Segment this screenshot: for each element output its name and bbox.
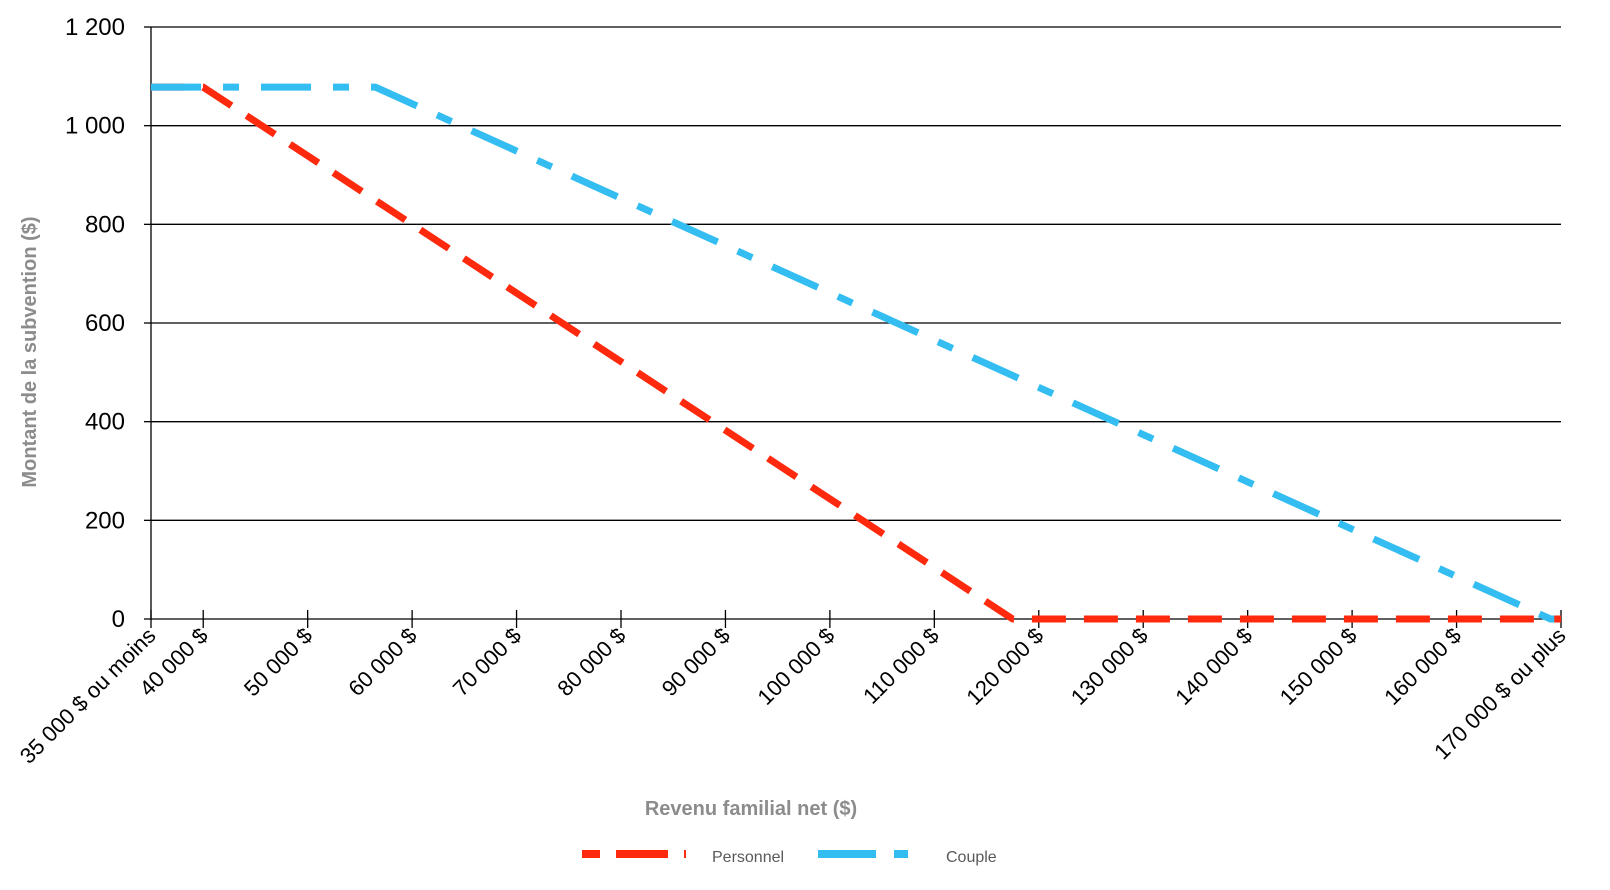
y-tick-label: 800 xyxy=(85,211,125,238)
series-lines xyxy=(151,83,1561,623)
y-axis-title: Montant de la subvention ($) xyxy=(19,216,41,487)
y-tick-label: 0 xyxy=(112,606,125,633)
x-tick-label: 100 000 $ xyxy=(753,623,840,710)
x-tick-label: 60 000 $ xyxy=(343,623,421,701)
y-tick-label: 400 xyxy=(85,409,125,436)
y-tick-label: 1 200 xyxy=(65,14,125,41)
series-line-personnel xyxy=(151,83,1561,623)
legend: Personnel Couple xyxy=(582,849,997,866)
x-tick-label: 130 000 $ xyxy=(1066,623,1153,710)
legend-label-couple: Couple xyxy=(946,849,997,866)
x-tick-label: 150 000 $ xyxy=(1275,623,1362,710)
x-tick-label: 35 000 $ ou moins xyxy=(15,623,161,769)
y-tick-labels: 0 200 400 600 800 1 000 1 200 xyxy=(65,14,125,633)
grid-lines xyxy=(151,26,1561,521)
x-tick-label: 160 000 $ xyxy=(1379,623,1466,710)
y-tick-label: 600 xyxy=(85,310,125,337)
x-tick-label: 80 000 $ xyxy=(552,623,630,701)
x-tick-label: 70 000 $ xyxy=(448,623,526,701)
legend-item-personnel: Personnel xyxy=(582,849,784,866)
x-tick-label: 50 000 $ xyxy=(239,623,317,701)
legend-item-couple: Couple xyxy=(818,849,997,866)
x-tick-label: 90 000 $ xyxy=(657,623,735,701)
x-tick-label: 140 000 $ xyxy=(1170,623,1257,710)
x-tick-label: 110 000 $ xyxy=(858,623,944,709)
y-tick-label: 1 000 xyxy=(65,113,125,140)
axes xyxy=(144,26,1562,628)
y-tick-label: 200 xyxy=(85,507,125,534)
series-line-couple xyxy=(151,83,1561,623)
x-axis-title: Revenu familial net ($) xyxy=(645,798,857,820)
legend-label-personnel: Personnel xyxy=(712,849,784,866)
x-tick-label: 120 000 $ xyxy=(961,623,1048,710)
